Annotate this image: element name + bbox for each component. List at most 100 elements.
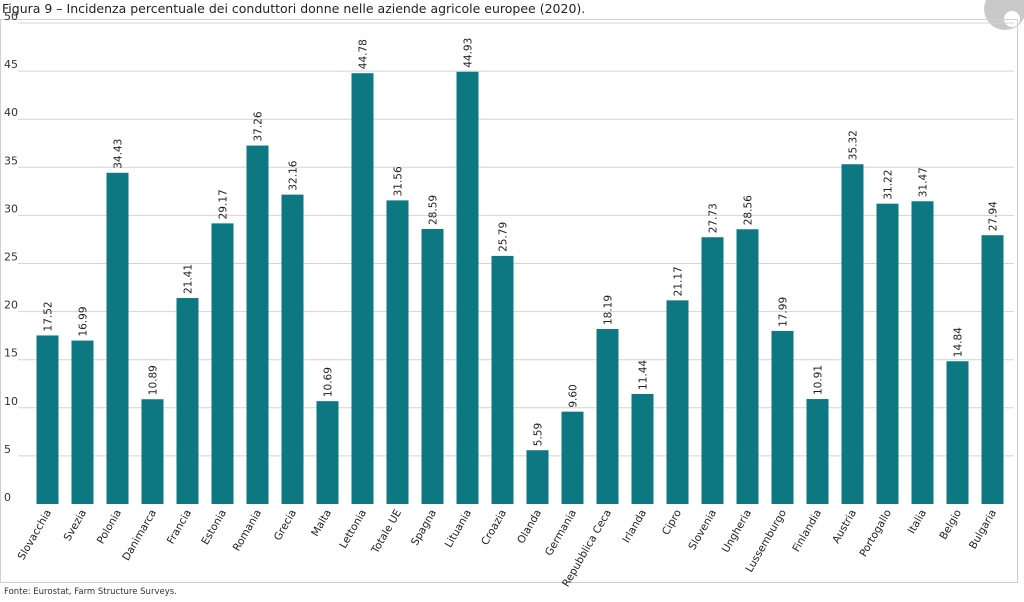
data-labels: 17.52 16.99 34.43 10.89 21.41 29.17 37.26 32.16… <box>43 38 1000 447</box>
bar-svezia <box>71 340 94 504</box>
y-tick-label: 5 <box>4 443 11 456</box>
data-label: 21.17 <box>673 266 685 296</box>
y-tick-label: 25 <box>4 251 18 264</box>
y-tick-label: 50 <box>4 10 18 23</box>
y-tick-label: 10 <box>4 395 18 408</box>
source-note: Fonte: Eurostat, Farm Structure Surveys. <box>4 587 177 597</box>
x-category-label: Grecia <box>272 508 299 543</box>
chart-title: Figura 9 – Incidenza percentuale dei con… <box>2 1 586 16</box>
x-category-label: Francia <box>165 508 194 547</box>
x-category-label: Germania <box>543 508 579 559</box>
data-label: 29.17 <box>218 189 230 219</box>
x-category-label: Lituania <box>443 508 474 550</box>
bar-lettonia <box>351 73 374 504</box>
x-category-label: Estonia <box>199 508 229 547</box>
data-label: 11.44 <box>638 360 650 390</box>
data-label: 17.52 <box>43 301 55 331</box>
x-category-label: Bulgaria <box>967 508 999 552</box>
bar-repubblica-ceca <box>596 329 619 504</box>
data-label: 28.59 <box>428 195 440 225</box>
data-label: 10.89 <box>148 365 160 395</box>
data-label: 17.99 <box>778 297 790 327</box>
y-tick-label: 15 <box>4 347 18 360</box>
data-label: 28.56 <box>743 195 755 225</box>
x-category-label: Totale UE <box>369 508 404 557</box>
bar-totale-ue <box>386 200 409 504</box>
bar-danimarca <box>141 399 164 504</box>
data-label: 18.19 <box>603 295 615 325</box>
data-label: 44.78 <box>358 39 370 69</box>
y-tick-label: 20 <box>4 299 18 312</box>
x-category-label: Portogallo <box>857 508 894 560</box>
bar-cipro <box>666 300 689 504</box>
x-category-label: Svezia <box>62 508 89 544</box>
x-category-label: Malta <box>309 508 334 539</box>
bar-spagna <box>421 228 444 504</box>
bar-slovenia <box>701 237 724 504</box>
x-category-label: Olanda <box>515 508 544 546</box>
bar-germania <box>561 411 584 504</box>
data-label: 25.79 <box>498 222 510 252</box>
x-category-label: Spagna <box>409 508 439 548</box>
bar-irlanda <box>631 393 654 504</box>
data-label: 16.99 <box>78 306 90 336</box>
data-label: 44.93 <box>463 38 475 68</box>
bar-slovacchia <box>36 335 59 504</box>
x-category-label: Polonia <box>95 508 124 547</box>
bar-bulgaria <box>981 235 1004 504</box>
x-category-label: Finlandia <box>790 508 824 555</box>
x-category-label: Croazia <box>479 508 509 548</box>
y-tick-label: 45 <box>4 58 18 71</box>
bar-lituania <box>456 71 479 504</box>
y-tick-label: 0 <box>4 491 11 504</box>
bar-estonia <box>211 223 234 505</box>
bar-ungheria <box>736 229 759 504</box>
data-label: 9.60 <box>568 384 580 407</box>
y-tick-label: 40 <box>4 106 18 119</box>
x-category-label: Danimarca <box>120 508 159 563</box>
bar-portogallo <box>876 203 899 504</box>
x-category-label: Romania <box>231 508 264 554</box>
gridlines <box>18 22 1014 457</box>
bar-olanda <box>526 450 549 504</box>
y-axis-ticks: 0 5 10 15 20 25 30 35 40 45 50 <box>4 10 18 504</box>
x-category-label: Slovacchia <box>16 508 55 563</box>
data-label: 27.94 <box>988 201 1000 231</box>
data-label: 31.22 <box>883 170 895 200</box>
x-category-label: Ungheria <box>720 508 754 555</box>
data-label: 10.69 <box>323 367 335 397</box>
data-label: 34.43 <box>113 139 125 169</box>
data-label: 14.84 <box>953 327 965 357</box>
x-category-label: Slovenia <box>686 508 719 553</box>
bar-romania <box>246 145 269 504</box>
y-tick-label: 30 <box>4 202 18 215</box>
data-label: 31.56 <box>393 166 405 196</box>
data-label: 37.26 <box>253 111 265 141</box>
bar-finlandia <box>806 399 829 504</box>
data-label: 32.16 <box>288 160 300 190</box>
bar-polonia <box>106 172 129 505</box>
plot-frame <box>0 19 1018 583</box>
bar-belgio <box>946 361 969 504</box>
data-label: 5.59 <box>533 423 545 446</box>
x-category-label: Irlanda <box>620 508 649 546</box>
data-label: 21.41 <box>183 264 195 294</box>
bar-austria <box>841 164 864 504</box>
bars <box>36 71 1004 505</box>
bar-italia <box>911 201 934 504</box>
x-category-label: Cipro <box>660 508 684 538</box>
bar-croazia <box>491 255 514 504</box>
x-category-label: Austria <box>830 508 859 546</box>
x-category-label: Italia <box>906 508 929 536</box>
bar-grecia <box>281 194 304 505</box>
data-label: 35.32 <box>848 130 860 160</box>
data-label: 10.91 <box>813 365 825 395</box>
bar-francia <box>176 298 199 504</box>
y-tick-label: 35 <box>4 154 18 167</box>
bar-lussemburgo <box>771 330 794 504</box>
bar-malta <box>316 401 339 504</box>
data-label: 27.73 <box>708 203 720 233</box>
x-category-label: Lettonia <box>337 508 369 551</box>
